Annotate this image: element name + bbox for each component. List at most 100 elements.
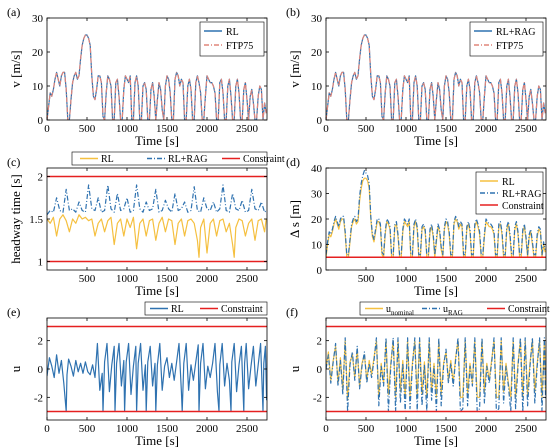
y-tick-label: 20 xyxy=(311,47,323,59)
y-tick-label: 2 xyxy=(38,336,44,348)
chart-panel: (d) 500 1000 1500 2000 2500 0 10 20 30 40 Time [s] Δ… xyxy=(286,155,547,298)
x-tick-label: 500 xyxy=(358,423,375,435)
chart-panel: (f) 0 500 1000 1500 2000 2500 -2 0 2 Time [s] u unom… xyxy=(286,301,550,447)
legend-label: FTP75 xyxy=(496,41,523,52)
y-axis-label: v [m/s] xyxy=(287,50,302,87)
y-tick-label: 30 xyxy=(311,189,323,201)
legend-label: RL+RAG xyxy=(496,27,536,38)
legend-label: Constraint xyxy=(502,201,544,212)
series-line xyxy=(326,340,546,401)
legend-label: Constraint xyxy=(221,304,263,315)
y-axis-label: headway time [s] xyxy=(8,174,23,264)
panel-label: (a) xyxy=(7,5,20,19)
series-line xyxy=(47,184,267,216)
y-axis-label: u xyxy=(287,365,302,372)
x-tick-label: 2500 xyxy=(515,123,538,135)
x-tick-label: 1500 xyxy=(435,273,458,285)
y-tick-label: 1.5 xyxy=(29,214,43,226)
plot-area xyxy=(326,325,546,413)
legend-label: RL xyxy=(101,154,114,165)
legend-label: RL xyxy=(226,27,239,38)
y-tick-label: 10 xyxy=(311,240,323,252)
x-tick-label: 1500 xyxy=(435,423,458,435)
legend-label: Constraint xyxy=(243,154,285,165)
y-tick-label: 2 xyxy=(38,172,44,184)
y-tick-label: -2 xyxy=(34,392,43,404)
x-tick-label: 2000 xyxy=(196,423,219,435)
y-tick-label: 0 xyxy=(38,364,44,376)
series-line xyxy=(326,170,546,256)
legend-label: Constraint xyxy=(508,304,550,315)
y-tick-label: 10 xyxy=(32,81,44,93)
x-tick-label: 500 xyxy=(79,123,96,135)
legend-box xyxy=(469,21,544,57)
panel-label: (f) xyxy=(286,305,298,319)
y-tick-label: 2 xyxy=(317,336,323,348)
y-axis-label: Δ s [m] xyxy=(287,200,302,238)
series-line xyxy=(47,34,267,120)
legend: RL FTP75 xyxy=(199,21,265,57)
panel-label: (b) xyxy=(286,5,300,19)
y-axis-label: v [m/s] xyxy=(8,50,23,87)
y-tick-label: 40 xyxy=(311,163,323,175)
x-axis-label: Time [s] xyxy=(414,433,458,447)
chart-panel: (a) 0 500 1000 1500 2000 2500 0 10 20 30 Time [s] v … xyxy=(7,5,268,148)
x-tick-label: 2500 xyxy=(236,423,259,435)
y-tick-label: 20 xyxy=(311,214,323,226)
x-tick-label: 2500 xyxy=(515,423,538,435)
x-axis-label: Time [s] xyxy=(414,133,458,148)
plot-area xyxy=(326,34,546,120)
legend: unominal uRAG Constraint xyxy=(359,301,550,317)
x-tick-label: 1000 xyxy=(116,273,139,285)
panel-label: (e) xyxy=(7,305,20,319)
panel-label: (d) xyxy=(286,155,300,169)
legend-box xyxy=(71,151,268,166)
plot-area xyxy=(326,170,546,259)
x-tick-label: 0 xyxy=(44,423,50,435)
x-tick-label: 0 xyxy=(323,123,329,135)
y-tick-label: 10 xyxy=(311,81,323,93)
plot-area xyxy=(47,325,267,413)
legend-label: RL xyxy=(502,177,515,188)
y-tick-label: 20 xyxy=(32,47,44,59)
series-line xyxy=(47,214,267,258)
legend-label: RL+RAG xyxy=(168,154,208,165)
x-tick-label: 1000 xyxy=(116,123,139,135)
x-tick-label: 1000 xyxy=(395,273,418,285)
y-tick-label: 30 xyxy=(311,13,323,25)
series-line xyxy=(326,34,546,120)
x-tick-label: 500 xyxy=(358,273,375,285)
x-tick-label: 2500 xyxy=(515,273,538,285)
x-tick-label: 0 xyxy=(323,423,329,435)
chart-panel: (c) 500 1000 1500 2000 2500 1 1.5 2 Time [s] headw… xyxy=(7,151,285,298)
y-tick-label: -2 xyxy=(313,392,322,404)
legend: RL RL+RAG Constraint xyxy=(71,151,285,166)
panel-label: (c) xyxy=(7,155,20,169)
x-axis-label: Time [s] xyxy=(135,283,179,298)
plot-area xyxy=(47,34,267,120)
axes-box xyxy=(46,17,268,121)
x-tick-label: 2500 xyxy=(236,273,259,285)
chart-panel: (b) 0 500 1000 1500 2000 2500 0 10 20 30 Time [s] v … xyxy=(286,5,547,148)
legend-label: RL xyxy=(171,304,184,315)
x-tick-label: 0 xyxy=(44,123,50,135)
series-line xyxy=(47,342,267,413)
x-tick-label: 500 xyxy=(358,123,375,135)
y-tick-label: 0 xyxy=(317,115,323,127)
x-tick-label: 2000 xyxy=(196,273,219,285)
y-tick-label: 1 xyxy=(38,257,44,269)
x-tick-label: 2000 xyxy=(475,423,498,435)
x-tick-label: 2500 xyxy=(236,123,259,135)
x-tick-label: 1500 xyxy=(156,123,179,135)
plot-area xyxy=(47,175,267,263)
x-axis-label: Time [s] xyxy=(414,283,458,298)
x-axis-label: Time [s] xyxy=(135,433,179,447)
chart-panel: (e) 0 500 1000 1500 2000 2500 -2 0 2 Time [s] u RL Co… xyxy=(7,301,268,447)
legend-label: RL+RAG xyxy=(502,189,542,200)
x-tick-label: 500 xyxy=(79,423,96,435)
x-tick-label: 1500 xyxy=(156,273,179,285)
legend-box xyxy=(199,21,265,57)
x-tick-label: 2000 xyxy=(475,273,498,285)
x-tick-label: 1000 xyxy=(395,423,418,435)
